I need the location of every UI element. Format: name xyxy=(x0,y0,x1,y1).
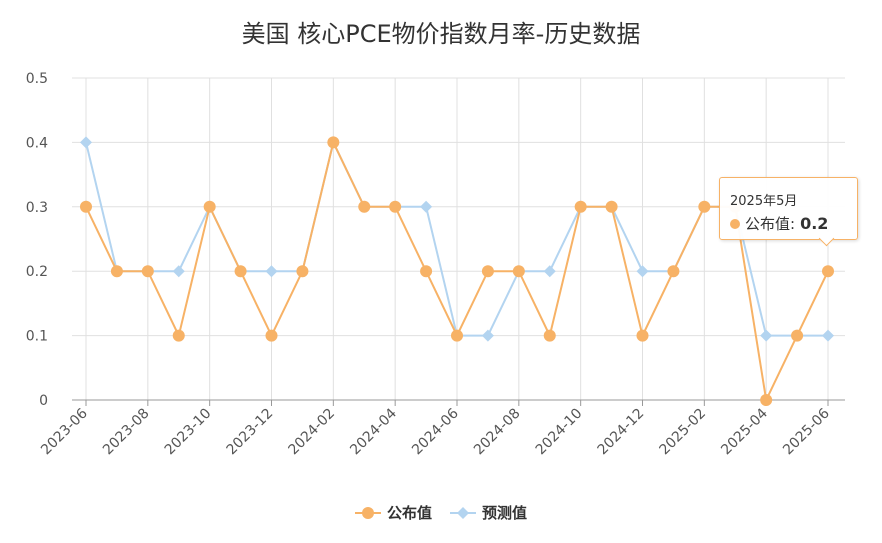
x-tick-label: 2023-12 xyxy=(224,406,277,459)
tooltip-series-dot xyxy=(730,218,740,229)
data-point-published xyxy=(327,136,340,149)
x-tick-label: 2023-08 xyxy=(100,406,153,459)
legend-diamond-icon xyxy=(450,506,476,519)
x-tick-label: 2024-08 xyxy=(471,406,524,459)
data-point-published xyxy=(822,265,834,278)
data-point-published xyxy=(420,265,433,278)
data-point-forecast xyxy=(822,329,834,342)
x-tick-label: 2025-06 xyxy=(780,405,833,458)
data-point-published xyxy=(698,200,711,213)
data-point-forecast xyxy=(636,265,649,278)
legend-item-forecast[interactable]: 预测值 xyxy=(450,502,527,523)
y-tick-label: 0.4 xyxy=(26,135,48,151)
grid xyxy=(72,77,845,401)
legend-label-forecast: 预测值 xyxy=(482,504,528,522)
x-tick-label: 2023-10 xyxy=(162,406,215,459)
x-tick-label: 2024-12 xyxy=(595,406,648,459)
data-point-published xyxy=(512,265,525,278)
data-point-published xyxy=(791,329,804,342)
legend: 公布值 预测值 xyxy=(0,502,882,523)
y-tick-label: 0.5 xyxy=(26,71,48,87)
data-point-published xyxy=(265,329,278,342)
data-point-published xyxy=(451,329,463,342)
data-point-published xyxy=(110,265,123,278)
data-point-published xyxy=(667,265,680,278)
data-point-forecast xyxy=(80,136,92,149)
legend-item-published[interactable]: 公布值 xyxy=(354,502,432,523)
data-point-forecast xyxy=(760,329,773,342)
tooltip-label: 公布值: xyxy=(745,215,796,233)
chart-title: 美国 核心PCE物价指数月率-历史数据 xyxy=(241,20,641,48)
legend-label-published: 公布值 xyxy=(386,504,432,522)
data-point-published xyxy=(389,200,402,213)
x-tick-label: 2025-04 xyxy=(718,405,771,458)
x-tick-label: 2023-06 xyxy=(38,405,91,458)
data-point-published xyxy=(760,394,773,406)
tooltip-value: 0.2 xyxy=(800,214,829,233)
data-point-published xyxy=(141,265,154,278)
data-point-forecast xyxy=(481,329,494,342)
y-tick-label: 0.3 xyxy=(26,200,48,216)
y-tick-label: 0.2 xyxy=(26,264,48,280)
data-point-published xyxy=(543,329,556,342)
x-tick-label: 2024-04 xyxy=(347,405,400,458)
data-point-published xyxy=(296,265,309,278)
data-point-published xyxy=(203,200,216,213)
data-point-published xyxy=(481,265,494,278)
data-point-published xyxy=(605,200,618,213)
series xyxy=(80,136,834,406)
data-point-published xyxy=(358,200,371,213)
tooltip-header: 2025年5月 xyxy=(730,194,798,209)
x-tick-label: 2024-06 xyxy=(409,405,462,458)
data-point-forecast xyxy=(172,265,185,278)
data-point-published xyxy=(574,200,587,213)
data-point-published xyxy=(172,329,185,342)
x-tick-label: 2024-10 xyxy=(533,406,586,459)
y-tick-label: 0 xyxy=(39,393,48,409)
data-point-forecast xyxy=(420,200,433,213)
data-tooltip: 2025年5月 公布值: 0.2 xyxy=(719,177,858,247)
data-point-published xyxy=(80,200,92,213)
data-point-forecast xyxy=(265,265,278,278)
x-tick-label: 2025-02 xyxy=(656,406,709,459)
legend-circle-icon xyxy=(354,506,381,519)
data-point-published xyxy=(234,265,247,278)
tooltip-row: 公布值: 0.2 xyxy=(730,213,828,234)
data-point-published xyxy=(636,329,649,342)
y-tick-label: 0.1 xyxy=(26,329,48,345)
x-tick-label: 2024-02 xyxy=(285,406,338,459)
data-point-forecast xyxy=(543,265,556,278)
